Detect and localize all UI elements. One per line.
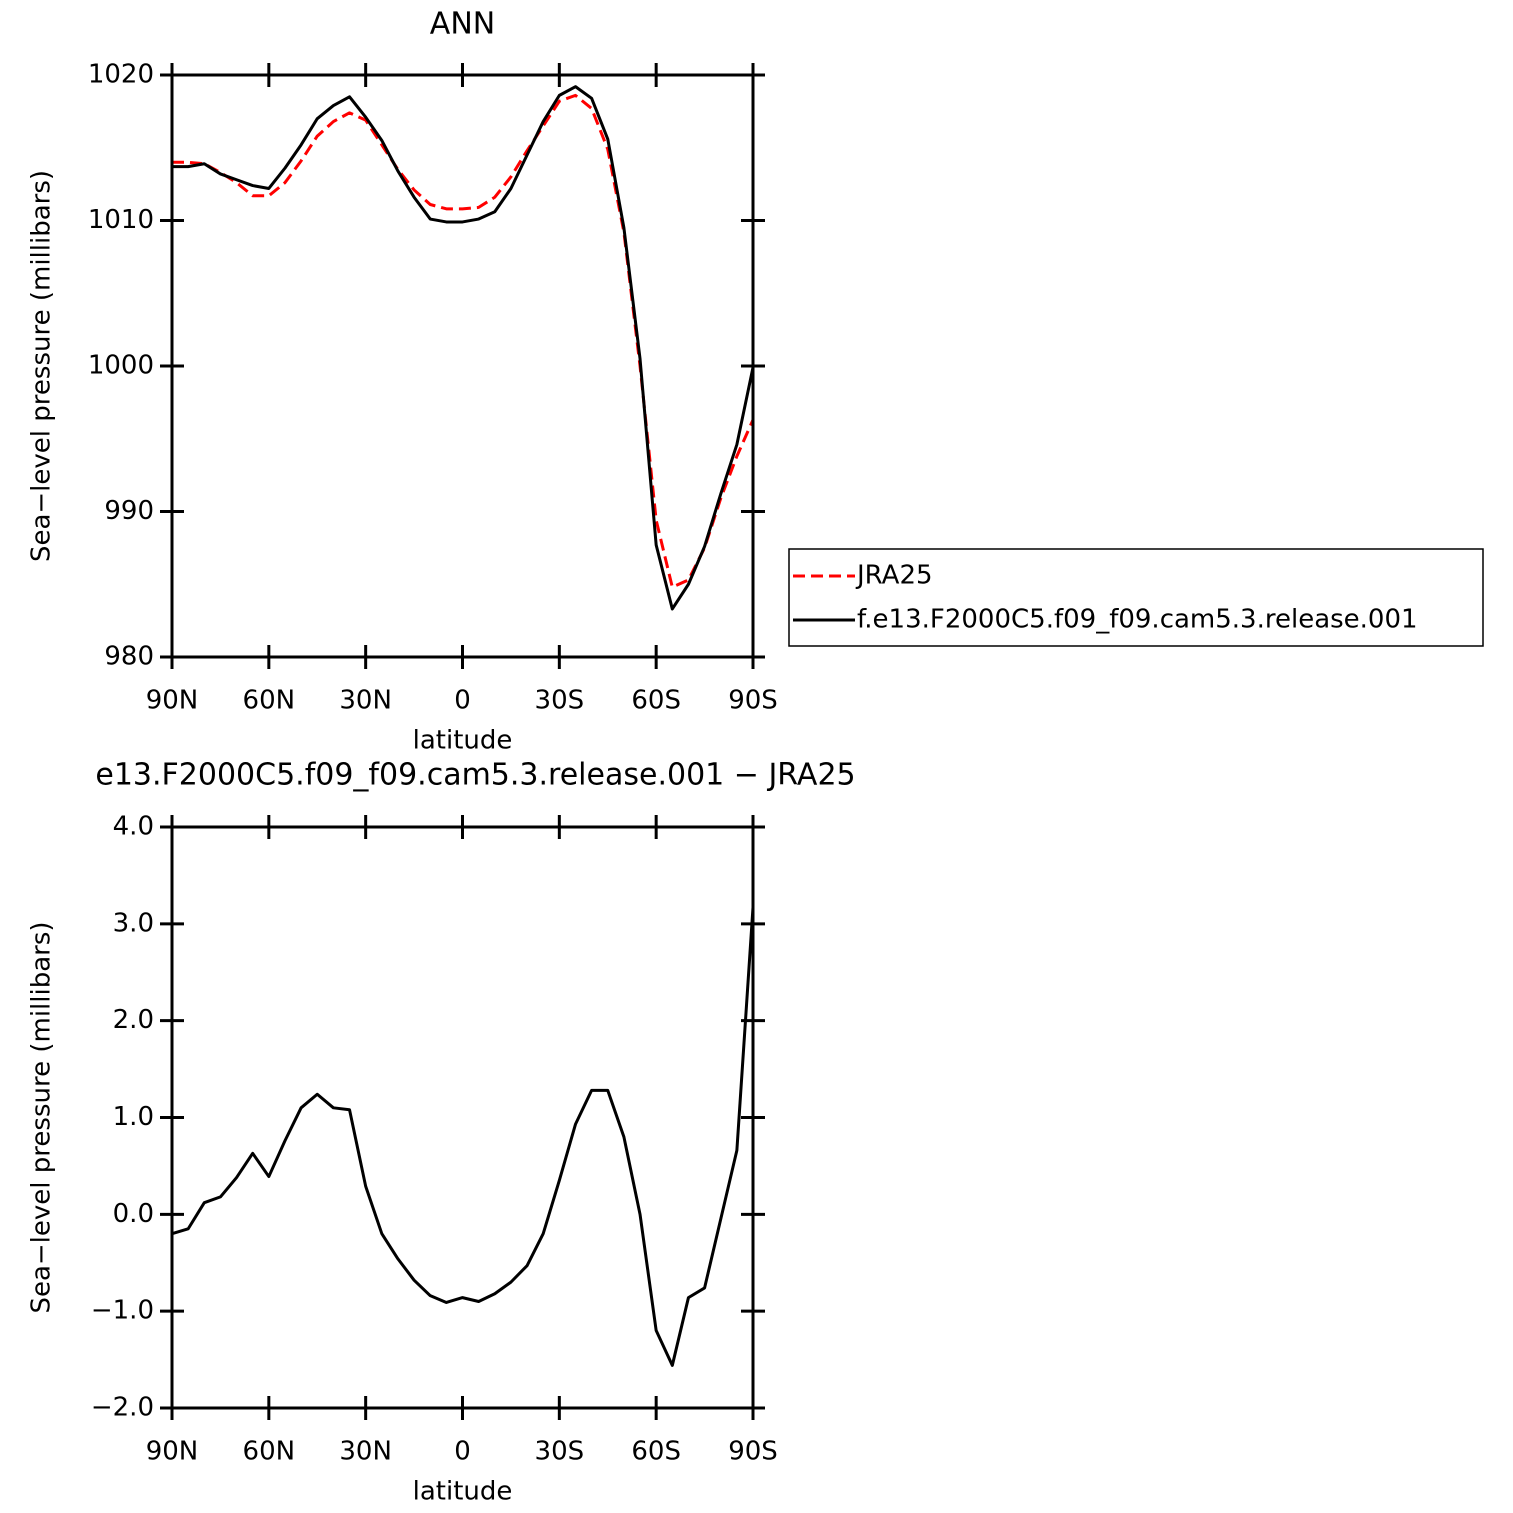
x-tick-label: 90N — [146, 686, 199, 716]
plot-frame — [170, 825, 755, 1410]
x-tick-label: 0 — [454, 686, 471, 716]
x-tick-label: 30N — [339, 1437, 392, 1467]
x-tick-label: 60N — [243, 1437, 296, 1467]
legend-label: JRA25 — [855, 561, 933, 591]
y-tick-label: 3.0 — [113, 908, 154, 938]
x-tick-label: 60S — [631, 686, 681, 716]
y-tick-label: 1.0 — [113, 1102, 154, 1132]
chart-title: ANN — [430, 7, 495, 42]
legend-label: f.e13.F2000C5.f09_f09.cam5.3.release.001 — [857, 605, 1418, 635]
y-tick-label: 0.0 — [113, 1199, 154, 1229]
x-axis-label: latitude — [413, 726, 513, 756]
x-tick-label: 0 — [454, 1437, 471, 1467]
y-tick-label: 4.0 — [113, 812, 154, 842]
x-tick-label: 90S — [728, 686, 778, 716]
y-tick-label: −2.0 — [91, 1393, 154, 1423]
legend-box — [788, 548, 1484, 647]
y-tick-label: 2.0 — [113, 1005, 154, 1035]
x-tick-label: 30N — [339, 686, 392, 716]
x-tick-label: 90N — [146, 1437, 199, 1467]
x-tick-label: 60N — [243, 686, 296, 716]
series-line — [172, 85, 755, 611]
y-tick-label: 1020 — [88, 60, 154, 90]
x-tick-label: 30S — [535, 1437, 585, 1467]
plot-frame — [170, 73, 755, 659]
y-tick-label: 1010 — [88, 205, 154, 235]
y-tick-label: 990 — [104, 496, 154, 526]
y-axis-label: Sea−level pressure (millibars) — [27, 170, 57, 562]
x-tick-label: 30S — [535, 686, 585, 716]
series-line — [172, 93, 755, 589]
x-axis-label: latitude — [413, 1477, 513, 1507]
x-tick-label: 90S — [728, 1437, 778, 1467]
series-line — [171, 907, 755, 1367]
y-tick-label: 980 — [104, 642, 154, 672]
x-tick-label: 60S — [631, 1437, 681, 1467]
y-axis-label: Sea−level pressure (millibars) — [27, 921, 57, 1313]
y-tick-label: −1.0 — [91, 1296, 154, 1326]
chart-title: e13.F2000C5.f09_f09.cam5.3.release.001 −… — [95, 758, 855, 793]
y-tick-label: 1000 — [88, 351, 154, 381]
